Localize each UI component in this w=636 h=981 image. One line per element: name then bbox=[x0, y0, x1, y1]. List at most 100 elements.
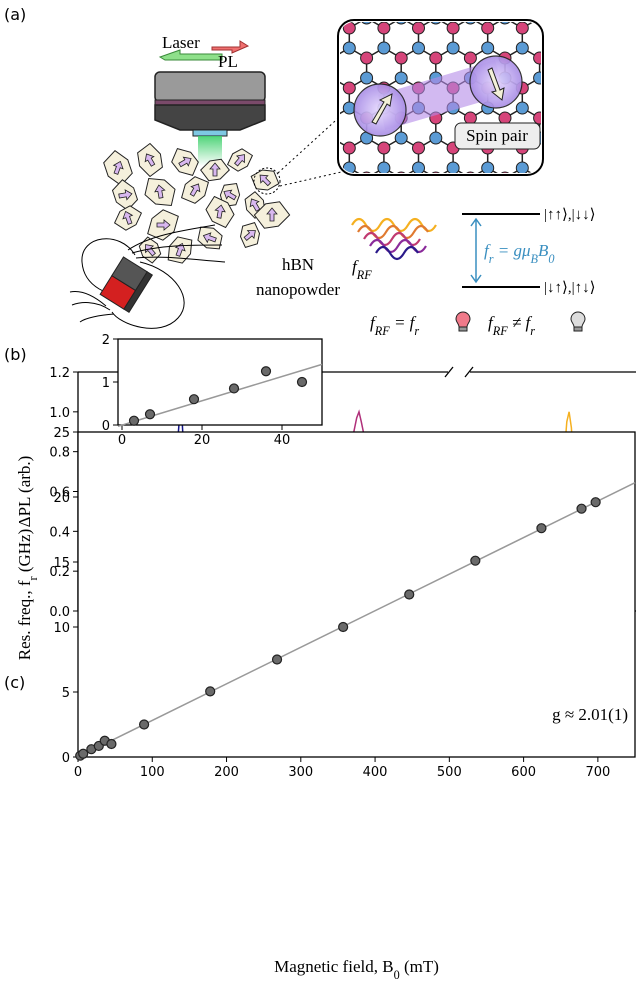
x-tick-label: 700 bbox=[585, 765, 610, 780]
objective-body bbox=[154, 104, 266, 131]
off-resonance: fRF ≠ fr bbox=[488, 313, 535, 338]
atom bbox=[377, 22, 391, 35]
atom bbox=[533, 111, 541, 125]
atom bbox=[551, 162, 563, 174]
atom bbox=[498, 22, 512, 25]
nanopowder bbox=[103, 142, 291, 264]
grain-spin bbox=[266, 207, 278, 222]
atom bbox=[394, 51, 408, 65]
atom bbox=[394, 131, 408, 145]
y-axis-label: Res. freq., fr (GHz) bbox=[15, 529, 40, 661]
y-tick-label: 1 bbox=[102, 376, 110, 391]
text-part: = f bbox=[390, 313, 417, 332]
atom bbox=[429, 171, 443, 173]
atom bbox=[551, 82, 563, 94]
y-tick-label: 5 bbox=[62, 686, 70, 701]
text-part: B bbox=[538, 241, 549, 260]
atom bbox=[412, 41, 425, 55]
atom bbox=[551, 42, 563, 54]
atom bbox=[551, 142, 563, 154]
text-part: ≠ f bbox=[508, 313, 533, 332]
atom bbox=[463, 111, 477, 125]
text-part: RF bbox=[356, 268, 372, 282]
atom bbox=[326, 172, 338, 184]
atom bbox=[412, 22, 425, 35]
data-point bbox=[228, 383, 240, 394]
grain-spin bbox=[174, 242, 186, 257]
transition-arrow bbox=[470, 217, 482, 284]
lower-states: |↓↑⟩,|↑↓⟩ bbox=[544, 280, 595, 296]
atom bbox=[377, 161, 391, 173]
upper-states: |↑↑⟩,|↓↓⟩ bbox=[544, 207, 595, 223]
data-point bbox=[404, 589, 415, 600]
data-point bbox=[576, 503, 587, 514]
powder-label: hBN bbox=[282, 255, 314, 274]
y-tick-label: 15 bbox=[53, 556, 70, 571]
x-tick-label: 20 bbox=[194, 433, 211, 448]
atom bbox=[533, 51, 541, 65]
text-part: Magnetic field, B bbox=[274, 957, 393, 976]
zoom-lines bbox=[277, 111, 351, 187]
objective-lens bbox=[192, 129, 228, 137]
grain-spin bbox=[234, 154, 245, 167]
y-tick-label: 0.0 bbox=[49, 605, 70, 620]
text-part: f bbox=[352, 257, 359, 276]
atom bbox=[377, 41, 391, 55]
y-tick-label: 0.4 bbox=[49, 525, 70, 540]
x-tick-label: 300 bbox=[288, 765, 313, 780]
x-tick-label: 40 bbox=[274, 433, 291, 448]
atom bbox=[498, 111, 512, 125]
data-point bbox=[470, 555, 481, 566]
atom bbox=[326, 112, 338, 124]
x-tick-label: 600 bbox=[511, 765, 536, 780]
spin-pair-box bbox=[454, 122, 541, 150]
atom bbox=[429, 51, 443, 65]
grain-spin bbox=[118, 189, 133, 201]
on-resonance: fRF = fr bbox=[370, 313, 419, 338]
x-tick-label: 200 bbox=[214, 765, 239, 780]
atom bbox=[481, 161, 495, 173]
atom bbox=[515, 101, 529, 115]
data-point bbox=[271, 654, 283, 665]
data-point bbox=[296, 376, 308, 388]
y-axis-label: ΔPL (arb.) bbox=[15, 456, 34, 528]
grain-spin bbox=[243, 230, 256, 241]
text-part: Res. freq., f bbox=[15, 580, 34, 660]
atom bbox=[343, 202, 355, 214]
y-tick-label: 25 bbox=[53, 426, 70, 441]
grain-spin bbox=[189, 183, 201, 197]
bond bbox=[539, 22, 541, 29]
atom bbox=[463, 51, 477, 65]
bond bbox=[401, 198, 418, 208]
atom bbox=[326, 132, 338, 144]
atom bbox=[515, 41, 529, 55]
pl-label: PL bbox=[218, 52, 238, 71]
magnet bbox=[99, 256, 154, 314]
data-point bbox=[128, 415, 140, 426]
bond bbox=[488, 198, 505, 208]
grain-spin bbox=[145, 244, 156, 257]
data-point bbox=[338, 621, 349, 633]
bulb-off bbox=[570, 311, 586, 332]
atom bbox=[430, 192, 442, 204]
atom bbox=[446, 41, 460, 55]
grain-spin bbox=[223, 189, 237, 201]
data-point bbox=[590, 497, 601, 508]
atom bbox=[515, 22, 529, 35]
spin-pair-label: Spin pair bbox=[466, 126, 528, 145]
atom bbox=[412, 141, 425, 155]
atom bbox=[412, 161, 425, 173]
grain-spin bbox=[209, 162, 221, 177]
atom bbox=[394, 22, 408, 25]
atom bbox=[326, 52, 338, 64]
plot-frame bbox=[77, 431, 636, 758]
spin-arrow bbox=[371, 93, 393, 125]
atom bbox=[446, 22, 460, 35]
axis-break bbox=[464, 366, 474, 378]
y-tick-label: 10 bbox=[53, 621, 70, 636]
atom bbox=[429, 22, 443, 25]
bond bbox=[349, 198, 366, 208]
y-tick-label: 2 bbox=[102, 333, 110, 348]
atom bbox=[360, 71, 374, 85]
